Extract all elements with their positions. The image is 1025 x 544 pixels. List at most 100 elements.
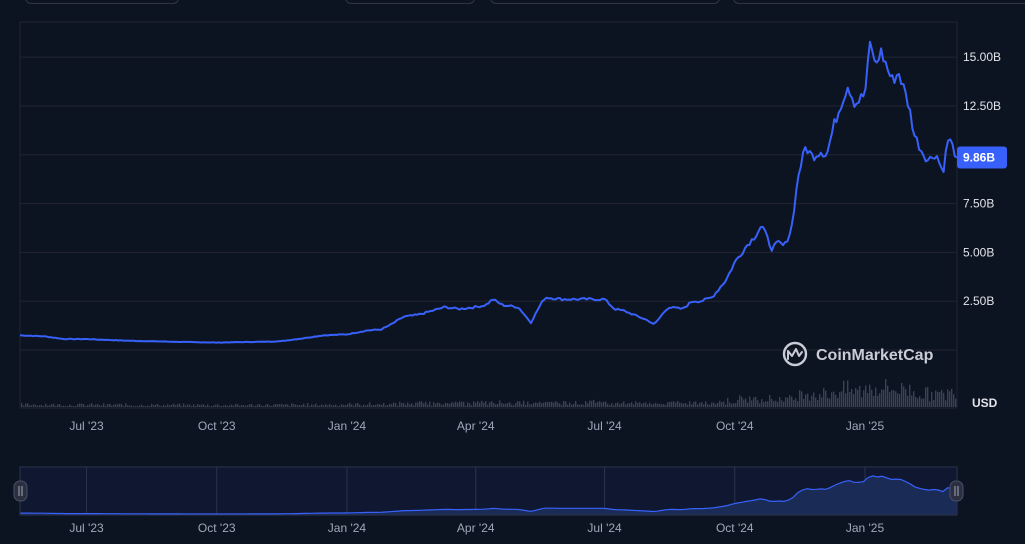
- volume-bar: [439, 403, 441, 407]
- volume-bar: [455, 401, 457, 407]
- volume-bar: [453, 402, 455, 407]
- volume-bar: [443, 404, 445, 407]
- volume-bar: [623, 401, 625, 407]
- navigator-x-tick-label: Oct '23: [198, 521, 236, 535]
- volume-bar: [221, 406, 223, 407]
- volume-bar: [671, 401, 673, 407]
- volume-bar: [451, 402, 453, 407]
- volume-bar: [109, 403, 111, 407]
- volume-bar: [83, 404, 85, 407]
- volume-bar: [795, 398, 797, 407]
- navigator-left-handle[interactable]: [13, 480, 28, 502]
- navigator-x-tick-label: Jan '24: [328, 521, 367, 535]
- volume-bar: [387, 404, 389, 407]
- volume-bar: [415, 402, 417, 407]
- volume-bar: [207, 404, 209, 407]
- volume-bar: [613, 405, 615, 407]
- volume-bar: [303, 403, 305, 407]
- range-navigator[interactable]: Jul '23 Oct '23 Jan '24 Apr '24 Jul '24 Oct '…: [0, 460, 1025, 544]
- volume-bar: [553, 402, 555, 407]
- volume-bar: [161, 406, 163, 407]
- volume-bar: [397, 405, 399, 407]
- volume-bar: [417, 402, 419, 407]
- volume-bar: [929, 401, 931, 407]
- volume-bar: [325, 404, 327, 407]
- volume-bar: [409, 404, 411, 407]
- y-tick-label: 12.50B: [963, 99, 1001, 113]
- volume-bar: [101, 405, 103, 407]
- volume-bar: [403, 402, 405, 407]
- volume-bar: [845, 393, 847, 407]
- volume-bar: [679, 402, 681, 407]
- volume-bar: [459, 401, 461, 407]
- volume-bar: [235, 403, 237, 407]
- volume-bar: [297, 405, 299, 407]
- navigator-right-handle[interactable]: [949, 480, 964, 502]
- volume-bar: [567, 404, 569, 407]
- volume-bar: [149, 406, 151, 407]
- volume-bar: [491, 401, 493, 407]
- volume-bar: [591, 400, 593, 407]
- volume-bar: [935, 390, 937, 407]
- volume-bar: [757, 400, 759, 407]
- volume-bar: [271, 406, 273, 407]
- volume-bar: [427, 404, 429, 407]
- volume-bar: [345, 404, 347, 407]
- volume-bar: [627, 403, 629, 407]
- volume-bar: [279, 404, 281, 407]
- volume-bar: [237, 404, 239, 407]
- volume-bars: [21, 379, 957, 407]
- volume-bar: [515, 402, 517, 407]
- volume-bar: [405, 404, 407, 407]
- volume-bar: [597, 401, 599, 407]
- volume-bar: [351, 404, 353, 407]
- volume-bar: [395, 403, 397, 407]
- volume-bar: [577, 404, 579, 407]
- volume-bar: [87, 404, 89, 407]
- volume-bar: [331, 405, 333, 407]
- volume-bar: [227, 406, 229, 407]
- volume-bar: [661, 404, 663, 407]
- volume-bar: [447, 403, 449, 407]
- volume-bar: [437, 402, 439, 407]
- volume-bar: [371, 405, 373, 407]
- volume-bar: [305, 405, 307, 407]
- volume-bar: [937, 391, 939, 407]
- volume-bar: [939, 391, 941, 407]
- volume-bar: [583, 404, 585, 407]
- volume-bar: [575, 400, 577, 407]
- volume-bar: [483, 402, 485, 407]
- volume-bar: [837, 397, 839, 407]
- volume-bar: [251, 403, 253, 407]
- volume-bar: [931, 392, 933, 407]
- volume-bar: [165, 405, 167, 407]
- volume-bar: [557, 402, 559, 407]
- navigator-x-tick-label: Oct '24: [716, 521, 754, 535]
- volume-bar: [851, 389, 853, 407]
- volume-bar: [703, 404, 705, 407]
- volume-bar: [841, 391, 843, 407]
- volume-bar: [377, 403, 379, 407]
- grid-lines: [20, 56, 957, 351]
- volume-bar: [551, 401, 553, 407]
- last-value-label: 9.86B: [957, 146, 1007, 169]
- volume-bar: [421, 401, 423, 407]
- volume-bar: [549, 402, 551, 407]
- volume-bar: [619, 404, 621, 407]
- volume-bar: [843, 380, 845, 407]
- volume-bar: [505, 403, 507, 407]
- volume-bar: [57, 404, 59, 407]
- volume-bar: [77, 404, 79, 407]
- volume-bar: [949, 391, 951, 407]
- volume-bar: [723, 401, 725, 407]
- volume-bar: [125, 403, 127, 407]
- volume-bar: [357, 402, 359, 407]
- volume-bar: [771, 398, 773, 407]
- volume-bar: [259, 404, 261, 407]
- volume-bar: [263, 406, 265, 407]
- volume-bar: [243, 405, 245, 407]
- volume-bar: [651, 404, 653, 407]
- volume-bar: [69, 404, 71, 407]
